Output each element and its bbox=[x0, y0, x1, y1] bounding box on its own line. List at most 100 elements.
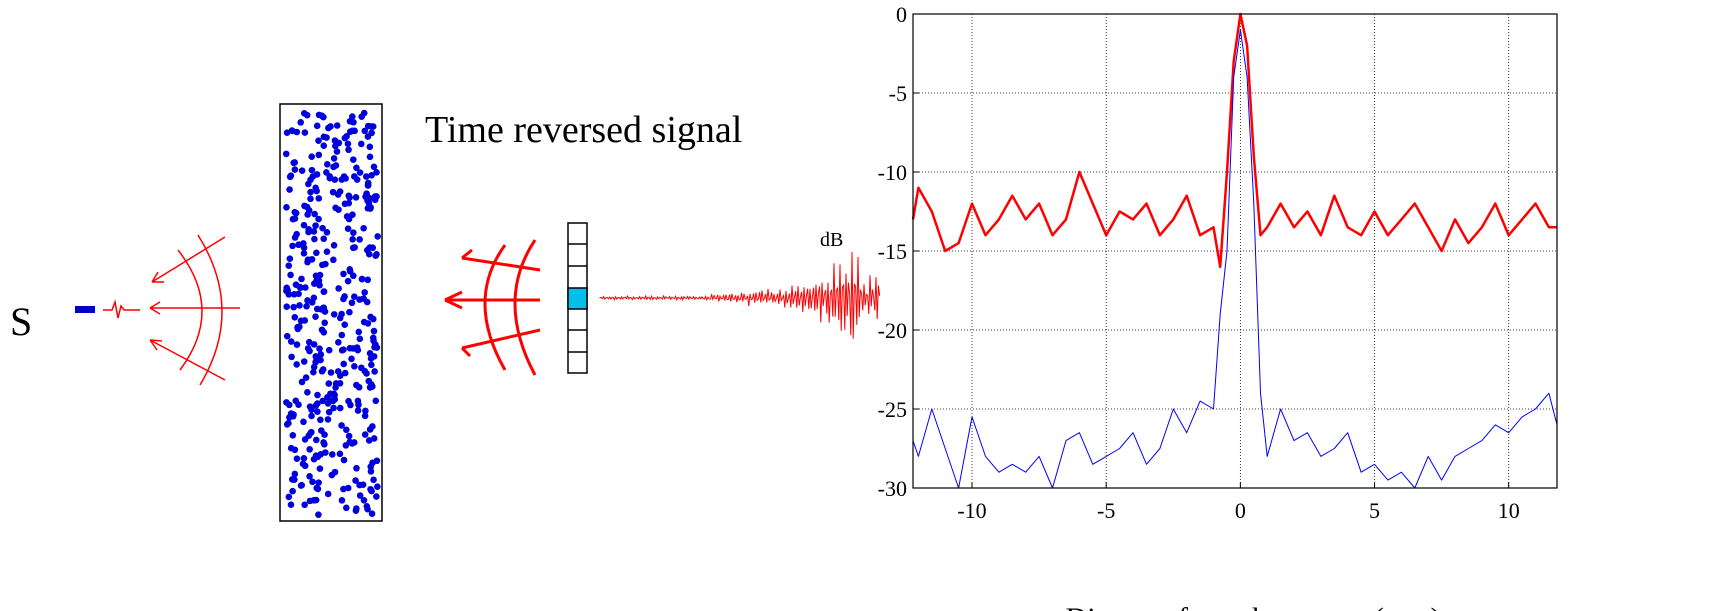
scatterer bbox=[306, 473, 313, 480]
scatterer bbox=[322, 260, 329, 268]
scatterer bbox=[300, 454, 308, 462]
scatterer bbox=[368, 361, 375, 369]
scatterers bbox=[282, 109, 382, 518]
scatterer bbox=[312, 313, 319, 320]
scatterer bbox=[338, 422, 345, 429]
scatterer bbox=[318, 367, 326, 375]
scatterer bbox=[327, 123, 334, 130]
scatterer bbox=[293, 455, 301, 462]
scatterer bbox=[370, 476, 377, 484]
scatterer bbox=[288, 353, 295, 361]
scatterer bbox=[369, 334, 377, 342]
scatterer bbox=[323, 134, 330, 141]
scatterer bbox=[320, 113, 327, 121]
scatterer bbox=[301, 436, 309, 443]
scatterer bbox=[316, 465, 324, 472]
scatterer bbox=[336, 372, 344, 380]
scatterer bbox=[366, 143, 374, 151]
scatterer bbox=[308, 166, 316, 174]
scatterer bbox=[344, 140, 352, 148]
scatterer bbox=[289, 431, 297, 439]
x-tick-label: 5 bbox=[1369, 498, 1380, 523]
scatterer bbox=[287, 172, 295, 179]
scatterer bbox=[283, 129, 291, 137]
scatterer bbox=[374, 233, 382, 240]
scatterer bbox=[355, 383, 363, 391]
scatterer bbox=[282, 150, 290, 158]
scatterer bbox=[297, 317, 305, 325]
scatterer bbox=[294, 325, 302, 333]
scatterer bbox=[373, 493, 380, 500]
scatterer bbox=[323, 161, 331, 168]
scatterer bbox=[330, 155, 338, 162]
x-tick-label: -10 bbox=[957, 498, 986, 523]
scatterer bbox=[360, 318, 368, 326]
scatterer bbox=[292, 281, 300, 288]
scatterer bbox=[361, 367, 369, 375]
scatterer bbox=[333, 122, 341, 129]
scatterer bbox=[345, 192, 353, 200]
scatterer bbox=[315, 151, 323, 159]
scatterer bbox=[293, 361, 300, 368]
scatterer bbox=[300, 240, 307, 247]
scatterer bbox=[372, 397, 380, 405]
scatterer bbox=[362, 173, 370, 180]
scatterer bbox=[321, 319, 329, 327]
scatterer bbox=[298, 378, 306, 386]
scatterer bbox=[319, 397, 327, 405]
scatterer bbox=[290, 290, 298, 298]
scatterer bbox=[366, 350, 374, 357]
source-label: S bbox=[10, 299, 32, 344]
scatterer bbox=[368, 172, 375, 179]
scatterer bbox=[286, 186, 293, 193]
scatterer bbox=[305, 338, 313, 346]
scatterer bbox=[330, 256, 337, 264]
scatterer bbox=[305, 206, 313, 214]
scatterer bbox=[373, 168, 380, 176]
scatterer bbox=[358, 275, 366, 283]
y-tick-label: 0 bbox=[896, 2, 907, 27]
scatterer bbox=[351, 127, 358, 135]
scatterer bbox=[341, 321, 349, 328]
scatterer bbox=[345, 146, 352, 154]
scatterer bbox=[351, 363, 358, 370]
scatterer bbox=[336, 188, 344, 195]
scatterer bbox=[332, 204, 339, 212]
scatterer bbox=[296, 302, 303, 309]
scatterer bbox=[327, 369, 335, 376]
scatterer bbox=[300, 250, 308, 257]
scatterer bbox=[320, 288, 328, 295]
scatterer bbox=[307, 195, 314, 203]
scattering-medium bbox=[279, 103, 383, 522]
scatterer bbox=[319, 224, 326, 232]
scatterer bbox=[329, 451, 336, 458]
scatterer bbox=[365, 377, 373, 385]
scatterer bbox=[326, 174, 334, 182]
scatterer bbox=[336, 314, 344, 322]
scatterer bbox=[332, 142, 339, 150]
scatterer bbox=[308, 153, 316, 160]
series-line bbox=[911, 12, 1557, 269]
scatterer bbox=[370, 435, 378, 442]
scatterer bbox=[340, 270, 347, 278]
scatterer bbox=[338, 331, 346, 339]
scatterer bbox=[313, 484, 321, 492]
scatterer bbox=[361, 412, 369, 420]
scatterer bbox=[341, 369, 349, 377]
scatterer bbox=[315, 479, 322, 486]
scatterer bbox=[315, 195, 323, 202]
y-tick-label: -30 bbox=[878, 476, 907, 501]
scatterer bbox=[320, 235, 328, 243]
scatterer bbox=[312, 452, 320, 459]
scatterer bbox=[366, 153, 374, 161]
scatterer bbox=[360, 497, 368, 504]
scatterer bbox=[303, 111, 311, 119]
scatterer bbox=[283, 332, 291, 340]
scatterer bbox=[301, 501, 308, 509]
x-tick-label: 0 bbox=[1235, 498, 1246, 523]
scatterer bbox=[345, 397, 352, 405]
scatterer bbox=[361, 127, 369, 135]
scatterer bbox=[370, 327, 378, 335]
scatterer bbox=[298, 275, 305, 283]
scatterer bbox=[317, 416, 324, 424]
